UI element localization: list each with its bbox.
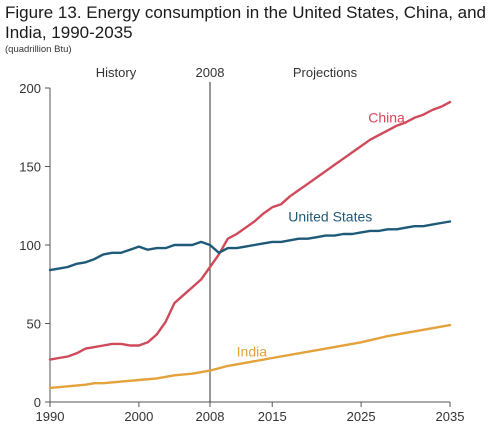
x-tick-label-2035: 2035	[436, 409, 465, 424]
history-label: History	[96, 65, 137, 80]
series-line-china	[48, 100, 452, 361]
series-label-united-states: United States	[288, 208, 372, 224]
y-tick-label-200: 200	[19, 81, 41, 96]
x-tick-label-2000: 2000	[124, 409, 153, 424]
y-tick-label-0: 0	[34, 395, 41, 410]
series-label-india: India	[237, 343, 268, 359]
x-tick-label-2015: 2015	[258, 409, 287, 424]
projections-label: Projections	[293, 65, 358, 80]
y-tick-label-150: 150	[19, 160, 41, 175]
y-tick-label-100: 100	[19, 238, 41, 253]
units-label: (quadrillion Btu)	[5, 44, 72, 55]
divider-year-label: 2008	[196, 65, 225, 80]
y-tick-label-50: 50	[27, 317, 41, 332]
series-line-india	[48, 323, 452, 390]
plot-area: 0 50 100 150 200 1990 2000 2008 2015 2025 2035 Hist…	[19, 65, 464, 424]
x-tick-label-2025: 2025	[347, 409, 376, 424]
x-tick-label-2008: 2008	[196, 409, 225, 424]
series-label-china: China	[368, 110, 405, 126]
series-line-united-states	[48, 220, 452, 272]
x-tick-label-1990: 1990	[36, 409, 65, 424]
figure-title: Figure 13. Energy consumption in the Uni…	[5, 3, 487, 42]
